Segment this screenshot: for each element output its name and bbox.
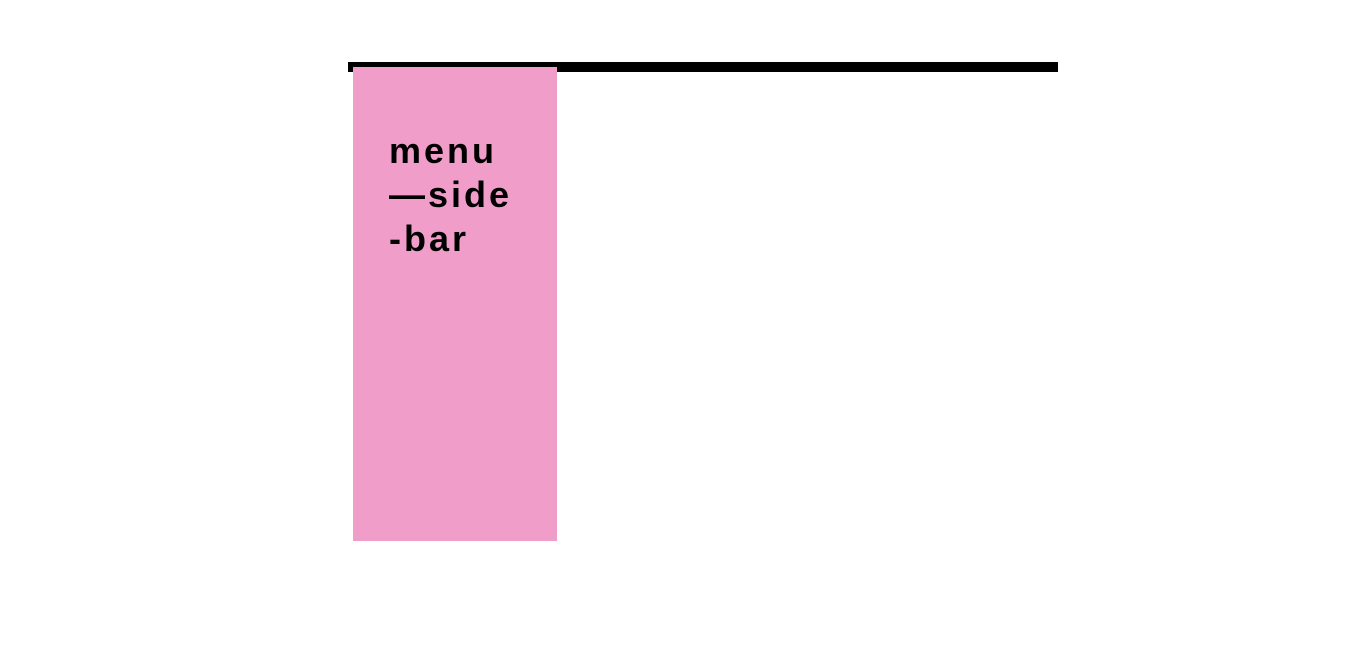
sidebar-label-line-2: —side — [389, 174, 513, 215]
sidebar-menu[interactable]: menu —side -bar — [353, 67, 557, 541]
sidebar-label-line-3: -bar — [389, 218, 470, 259]
sidebar-label-line-1: menu — [389, 130, 498, 171]
top-rule-divider — [348, 62, 1058, 72]
